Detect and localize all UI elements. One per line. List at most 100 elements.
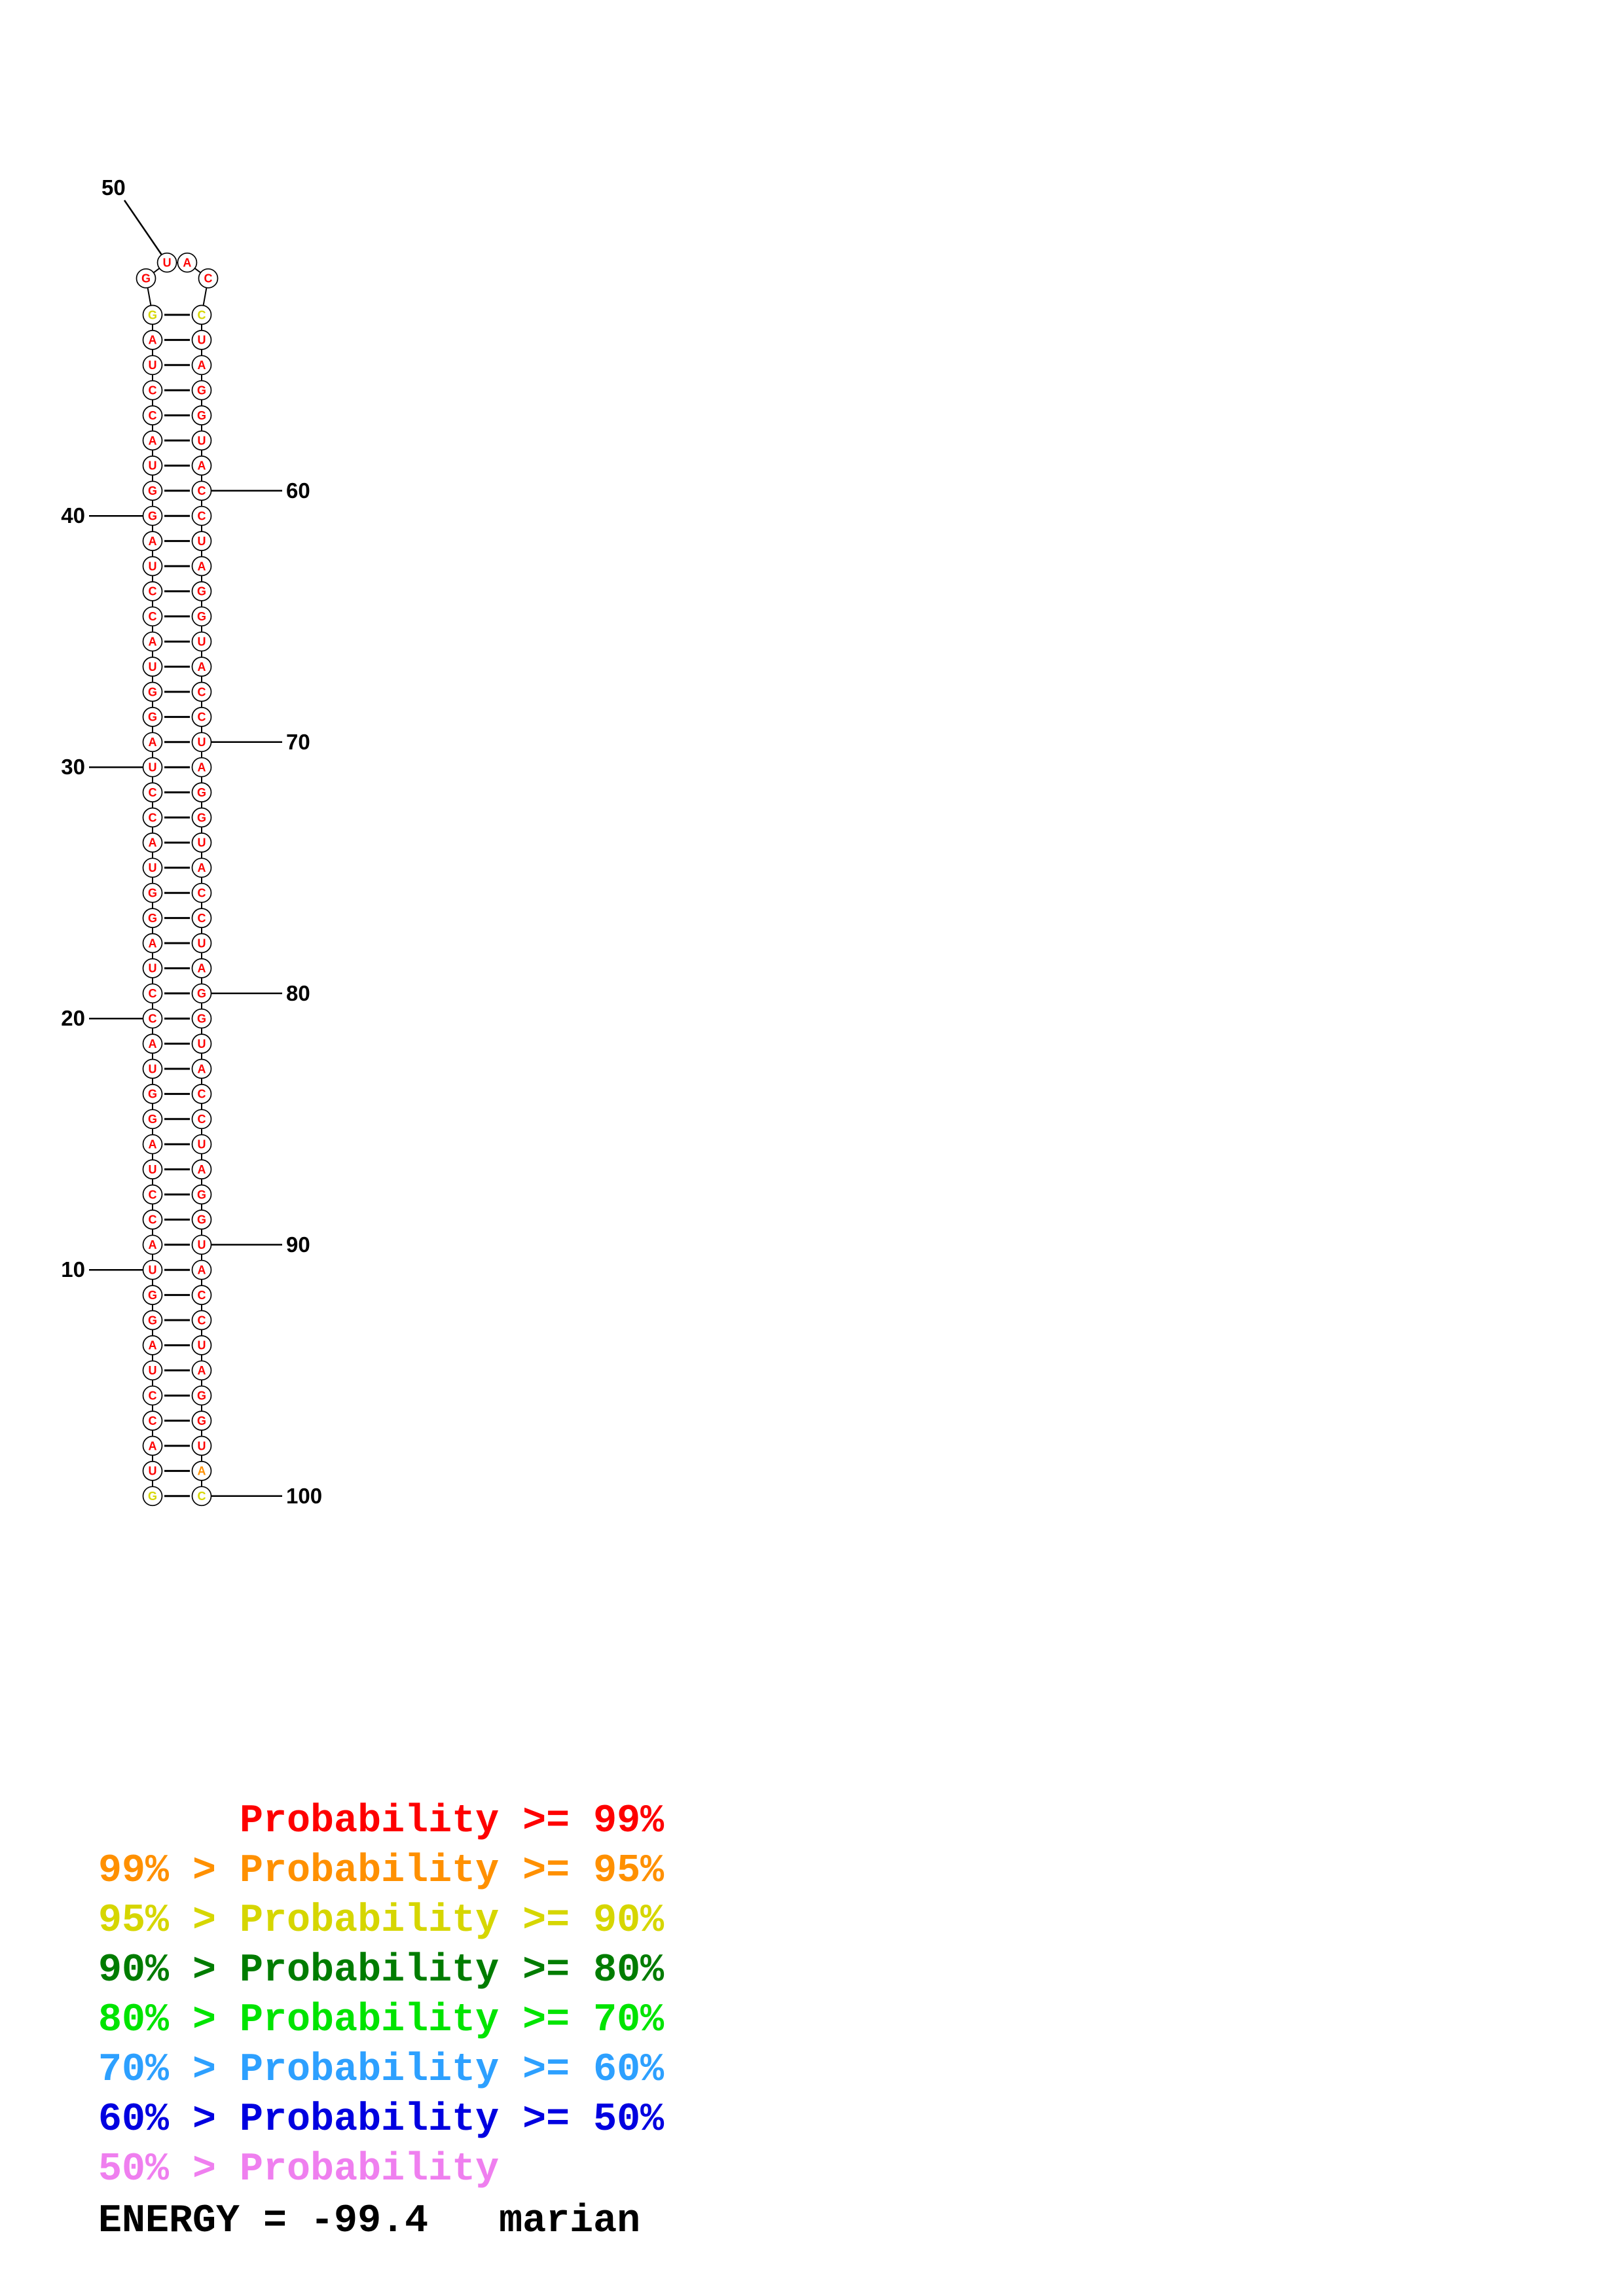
- base-letter: U: [198, 535, 206, 548]
- base-52-C: C: [198, 268, 219, 289]
- base-letter: U: [149, 1163, 157, 1176]
- base-93-C: C: [191, 1310, 212, 1331]
- base-letter: U: [198, 836, 206, 850]
- base-11-A: A: [142, 1234, 163, 1255]
- base-letter: A: [149, 1339, 157, 1352]
- base-letter: A: [149, 334, 157, 347]
- base-3-A: A: [142, 1435, 163, 1456]
- base-72-G: G: [191, 782, 212, 802]
- base-79-A: A: [191, 958, 212, 978]
- position-label-70: 70: [286, 730, 310, 754]
- base-letter: C: [198, 484, 206, 497]
- base-14-U: U: [142, 1159, 163, 1179]
- base-49-G: G: [136, 268, 156, 289]
- base-30-U: U: [142, 757, 163, 778]
- base-7-A: A: [142, 1335, 163, 1355]
- position-label-80: 80: [286, 981, 310, 1005]
- base-letter: U: [198, 1138, 206, 1151]
- base-10-U: U: [142, 1259, 163, 1280]
- base-86-U: U: [191, 1134, 212, 1155]
- base-letter: A: [198, 560, 206, 573]
- position-label-90: 90: [286, 1232, 310, 1257]
- base-23-A: A: [142, 933, 163, 954]
- base-62-U: U: [191, 531, 212, 551]
- base-28-C: C: [142, 807, 163, 828]
- base-letter: C: [149, 610, 157, 623]
- base-64-G: G: [191, 581, 212, 601]
- base-42-U: U: [142, 456, 163, 476]
- base-letter: G: [148, 1088, 157, 1101]
- base-67-A: A: [191, 656, 212, 677]
- base-letter: U: [149, 861, 157, 874]
- base-60-C: C: [191, 480, 212, 501]
- base-letter: U: [198, 1339, 206, 1352]
- position-label-50: 50: [101, 175, 126, 200]
- base-letter: U: [149, 1062, 157, 1075]
- base-letter: A: [198, 1163, 206, 1176]
- base-letter: A: [198, 459, 206, 473]
- base-letter: U: [198, 434, 206, 447]
- base-63-A: A: [191, 556, 212, 577]
- base-90-U: U: [191, 1234, 212, 1255]
- base-66-U: U: [191, 631, 212, 652]
- base-letter: G: [148, 484, 157, 497]
- base-letter: A: [198, 761, 206, 774]
- base-letter: A: [198, 359, 206, 372]
- base-82-U: U: [191, 1033, 212, 1054]
- base-letter: C: [149, 585, 157, 598]
- base-letter: A: [198, 1264, 206, 1277]
- base-55-A: A: [191, 355, 212, 376]
- base-letter: G: [148, 685, 157, 698]
- base-letter: U: [198, 1439, 206, 1452]
- base-35-A: A: [142, 631, 163, 652]
- base-9-G: G: [142, 1285, 163, 1305]
- base-letter: A: [198, 1062, 206, 1075]
- base-letter: C: [198, 1289, 206, 1302]
- legend-entry-6: 70% > Probability >= 60%: [98, 2048, 665, 2092]
- base-97-G: G: [191, 1410, 212, 1431]
- base-letter: G: [141, 272, 151, 285]
- base-letter: A: [149, 434, 157, 447]
- legend-entry-1: Probability >= 99%: [98, 1799, 665, 1844]
- base-100-C: C: [191, 1486, 212, 1507]
- base-76-C: C: [191, 882, 212, 903]
- base-77-C: C: [191, 908, 212, 928]
- base-letter: U: [198, 1037, 206, 1050]
- base-29-C: C: [142, 782, 163, 802]
- base-75-A: A: [191, 857, 212, 878]
- base-2-U: U: [142, 1461, 163, 1481]
- legend-entry-8: 50% > Probability: [98, 2147, 500, 2192]
- base-letter: A: [149, 736, 157, 749]
- base-letter: A: [149, 937, 157, 950]
- base-letter: U: [198, 937, 206, 950]
- base-letter: A: [149, 1138, 157, 1151]
- base-91-A: A: [191, 1259, 212, 1280]
- base-letter: C: [149, 987, 157, 1000]
- base-53-C: C: [191, 304, 212, 325]
- base-letter: G: [148, 912, 157, 925]
- base-48-G: G: [142, 304, 163, 325]
- base-letter: U: [198, 1238, 206, 1251]
- base-letter: C: [198, 711, 206, 724]
- base-letter: G: [148, 510, 157, 523]
- base-99-A: A: [191, 1461, 212, 1481]
- base-letter: U: [149, 660, 157, 673]
- base-26-U: U: [142, 857, 163, 878]
- base-letter: C: [198, 510, 206, 523]
- base-19-A: A: [142, 1033, 163, 1054]
- base-92-C: C: [191, 1285, 212, 1305]
- base-44-C: C: [142, 405, 163, 425]
- legend-entry-3: 95% > Probability >= 90%: [98, 1899, 665, 1943]
- base-22-U: U: [142, 958, 163, 978]
- base-letter: U: [198, 736, 206, 749]
- base-letter: C: [198, 1113, 206, 1126]
- base-84-C: C: [191, 1084, 212, 1104]
- base-58-U: U: [191, 430, 212, 451]
- base-68-C: C: [191, 681, 212, 702]
- base-6-U: U: [142, 1360, 163, 1381]
- base-24-G: G: [142, 908, 163, 928]
- base-83-A: A: [191, 1058, 212, 1079]
- base-letter: C: [149, 811, 157, 824]
- base-70-U: U: [191, 732, 212, 753]
- base-letter: C: [198, 1314, 206, 1327]
